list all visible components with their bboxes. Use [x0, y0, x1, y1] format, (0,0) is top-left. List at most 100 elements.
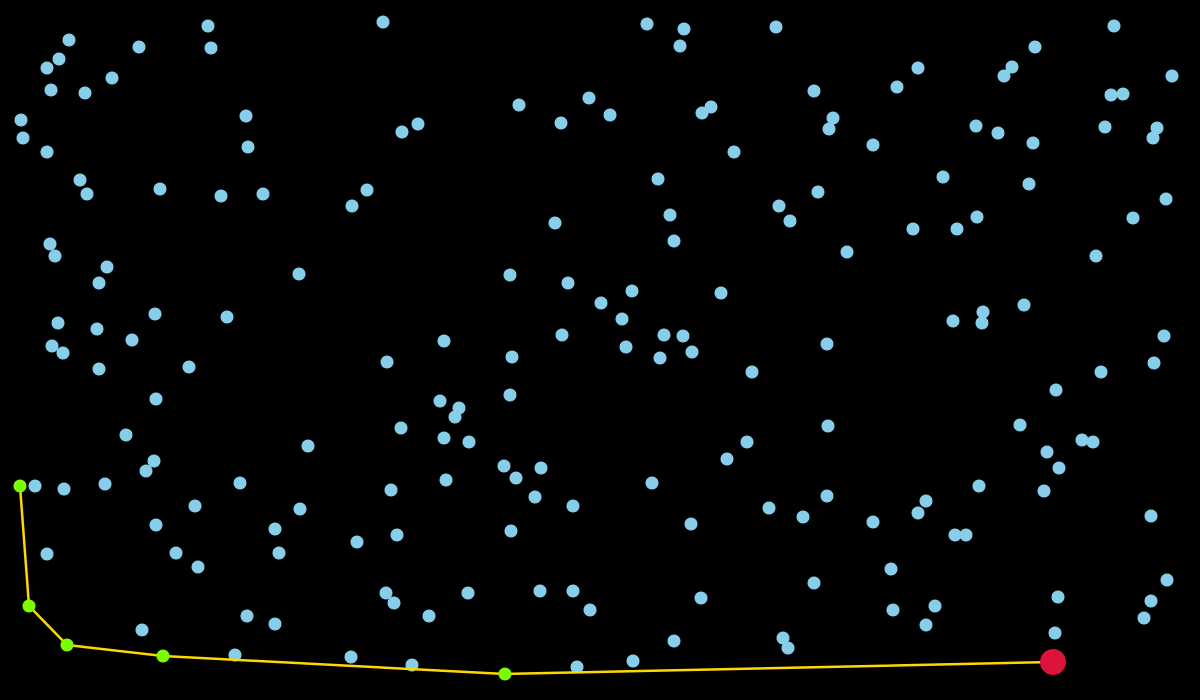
graph-node	[204, 41, 218, 55]
graph-node	[62, 33, 76, 47]
graph-node	[169, 546, 183, 560]
graph-node	[394, 421, 408, 435]
graph-node	[796, 510, 810, 524]
graph-node	[437, 334, 451, 348]
graph-node	[153, 182, 167, 196]
graph-node	[214, 189, 228, 203]
graph-node	[570, 660, 584, 674]
graph-node	[821, 419, 835, 433]
graph-node	[1094, 365, 1108, 379]
graph-node	[820, 337, 834, 351]
graph-node	[220, 310, 234, 324]
graph-node	[811, 185, 825, 199]
graph-node	[1159, 192, 1173, 206]
graph-node	[745, 365, 759, 379]
graph-node	[135, 623, 149, 637]
graph-node	[820, 489, 834, 503]
graph-node	[437, 431, 451, 445]
node-layer	[14, 15, 1179, 674]
graph-node	[1052, 461, 1066, 475]
graph-node	[241, 140, 255, 154]
graph-node	[147, 454, 161, 468]
graph-node	[884, 562, 898, 576]
graph-node	[56, 346, 70, 360]
graph-node	[866, 515, 880, 529]
graph-node	[826, 111, 840, 125]
graph-node	[233, 476, 247, 490]
graph-node	[78, 86, 92, 100]
graph-node	[1150, 121, 1164, 135]
graph-node	[139, 464, 153, 478]
graph-node	[98, 477, 112, 491]
graph-node	[509, 471, 523, 485]
graph-node	[667, 234, 681, 248]
graph-node	[594, 296, 608, 310]
graph-node	[946, 314, 960, 328]
graph-node	[149, 518, 163, 532]
graph-node	[433, 394, 447, 408]
graph-node	[528, 490, 542, 504]
graph-node	[1037, 484, 1051, 498]
graph-node	[148, 307, 162, 321]
graph-node	[936, 170, 950, 184]
graph-node	[704, 100, 718, 114]
graph-node	[40, 61, 54, 75]
graph-node	[970, 210, 984, 224]
graph-node	[1144, 509, 1158, 523]
graph-node	[677, 22, 691, 36]
graph-node	[663, 208, 677, 222]
graph-node	[911, 506, 925, 520]
graph-node	[822, 122, 836, 136]
graph-node	[840, 245, 854, 259]
graph-node	[1147, 356, 1161, 370]
graph-node	[919, 618, 933, 632]
graph-node	[890, 80, 904, 94]
graph-node	[132, 40, 146, 54]
graph-node	[73, 173, 87, 187]
graph-node	[886, 603, 900, 617]
graph-node	[603, 108, 617, 122]
graph-node	[948, 528, 962, 542]
graph-node	[566, 499, 580, 513]
graph-node	[950, 222, 964, 236]
graph-node	[1116, 87, 1130, 101]
graph-node	[651, 172, 665, 186]
graph-node	[80, 187, 94, 201]
graph-node	[626, 654, 640, 668]
graph-node	[676, 329, 690, 343]
graph-node	[395, 125, 409, 139]
graph-node	[105, 71, 119, 85]
route-node	[156, 649, 170, 663]
graph-node	[772, 199, 786, 213]
graph-node	[119, 428, 133, 442]
graph-node	[384, 483, 398, 497]
graph-node	[390, 528, 404, 542]
target-layer	[1040, 649, 1066, 675]
graph-node	[969, 119, 983, 133]
graph-node	[906, 222, 920, 236]
graph-node	[40, 547, 54, 561]
graph-node	[1107, 19, 1121, 33]
graph-node	[1013, 418, 1027, 432]
graph-node	[380, 355, 394, 369]
graph-node	[554, 116, 568, 130]
graph-node	[667, 634, 681, 648]
graph-node	[92, 276, 106, 290]
graph-node	[344, 650, 358, 664]
graph-node	[1028, 40, 1042, 54]
route-node	[22, 599, 36, 613]
graph-node	[239, 109, 253, 123]
graph-node	[714, 286, 728, 300]
graph-node	[448, 410, 462, 424]
graph-node	[48, 249, 62, 263]
graph-node	[1160, 573, 1174, 587]
graph-node	[640, 17, 654, 31]
graph-node	[45, 339, 59, 353]
graph-node	[582, 91, 596, 105]
graph-node	[1146, 131, 1160, 145]
graph-node	[997, 69, 1011, 83]
graph-node	[673, 39, 687, 53]
graph-node	[1026, 136, 1040, 150]
route-node	[60, 638, 74, 652]
